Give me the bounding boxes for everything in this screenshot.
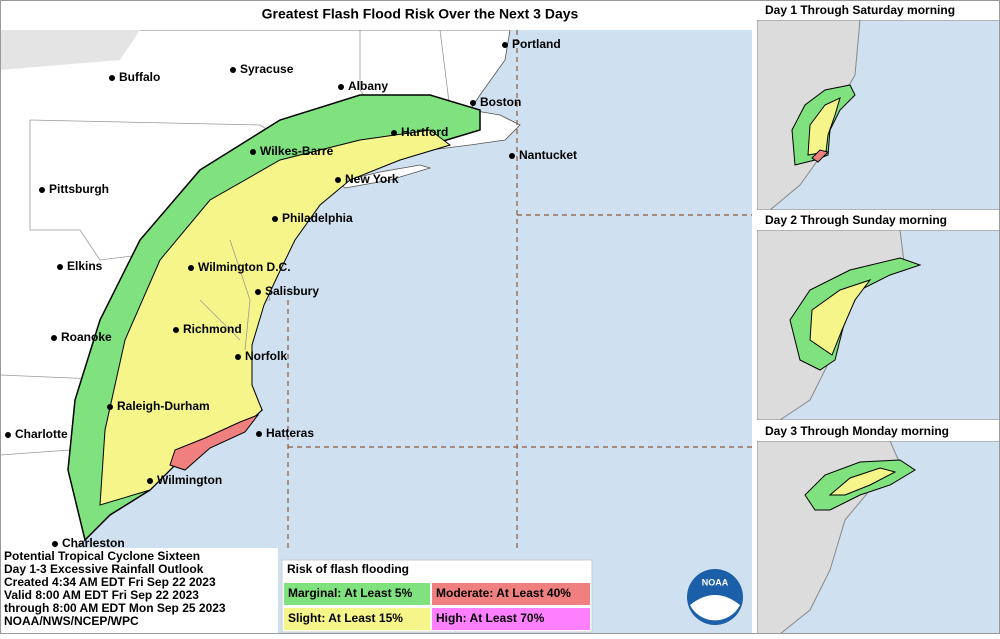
city-label: Richmond — [183, 322, 242, 336]
inset-title: Day 3 Through Monday morning — [765, 424, 949, 438]
city-label: Elkins — [67, 259, 103, 273]
legend-label: Slight: At Least 15% — [288, 611, 403, 625]
city-label: Nantucket — [519, 148, 577, 162]
city-label: Roanoke — [61, 330, 112, 344]
legend: Risk of flash flooding Marginal: At Leas… — [281, 559, 593, 633]
city-dot — [502, 42, 508, 48]
legend-swatch — [284, 608, 430, 630]
city-dot — [230, 67, 236, 73]
city-dot — [272, 216, 278, 222]
city-dot — [147, 478, 153, 484]
city-label: Portland — [512, 37, 561, 51]
city-label: New York — [345, 172, 399, 186]
city-dot — [109, 75, 115, 81]
info-line: NOAA/NWS/NCEP/WPC — [4, 614, 139, 628]
city-dot — [51, 335, 57, 341]
city-label: Syracuse — [240, 62, 294, 76]
city-dot — [57, 264, 63, 270]
city-label: Pittsburgh — [49, 182, 109, 196]
inset-title: Day 1 Through Saturday morning — [765, 3, 955, 17]
city-dot — [335, 177, 341, 183]
city-label: Wilkes-Barre — [260, 144, 334, 158]
city-label: Charlotte — [15, 427, 68, 441]
noaa-logo: NOAA — [687, 569, 743, 625]
city-dot — [39, 187, 45, 193]
city-dot — [5, 432, 11, 438]
city-label: Norfolk — [245, 349, 287, 363]
city-label: Philadelphia — [282, 211, 353, 225]
city-dot — [250, 149, 256, 155]
city-label: Wilmington D.C. — [198, 260, 291, 274]
legend-title: Risk of flash flooding — [287, 562, 409, 576]
inset-3 — [756, 440, 1000, 635]
main-map: Portland Buffalo Syracuse Albany Boston Hartf… — [0, 29, 752, 634]
city-label: Charleston — [62, 536, 125, 550]
info-line: Valid 8:00 AM EDT Fri Sep 22 2023 — [4, 588, 199, 602]
legend-label: Moderate: At Least 40% — [436, 586, 571, 600]
inset-2 — [756, 229, 1000, 421]
city-dot — [391, 130, 397, 136]
city-label: Hartford — [401, 125, 448, 139]
info-line: through 8:00 AM EDT Mon Sep 25 2023 — [4, 601, 226, 615]
legend-label: Marginal: At Least 5% — [288, 586, 413, 600]
city-dot — [338, 84, 344, 90]
city-dot — [255, 289, 261, 295]
title: Greatest Flash Flood Risk Over the Next … — [262, 6, 579, 22]
info-line: Day 1-3 Excessive Rainfall Outlook — [4, 562, 204, 576]
info-line: Potential Tropical Cyclone Sixteen — [4, 549, 200, 563]
city-dot — [188, 265, 194, 271]
city-dot — [256, 431, 262, 437]
legend-swatch — [432, 608, 590, 630]
info-line: Created 4:34 AM EDT Fri Sep 22 2023 — [4, 575, 216, 589]
legend-swatch — [284, 583, 430, 605]
city-label: Boston — [480, 95, 521, 109]
city-label: Albany — [348, 79, 388, 93]
city-label: Raleigh-Durham — [117, 399, 210, 413]
inset-title: Day 2 Through Sunday morning — [765, 213, 947, 227]
city-label: Hatteras — [266, 426, 314, 440]
inset-1 — [756, 19, 1000, 211]
city-label: Salisbury — [265, 284, 319, 298]
city-dot — [52, 541, 58, 547]
info-box — [0, 548, 278, 634]
city-label: Buffalo — [119, 70, 160, 84]
city-dot — [509, 153, 515, 159]
city-dot — [235, 354, 241, 360]
city-dot — [107, 404, 113, 410]
city-label: Wilmington — [157, 473, 222, 487]
logo-text: NOAA — [702, 577, 729, 587]
legend-swatch — [432, 583, 590, 605]
city-dot — [470, 100, 476, 106]
legend-label: High: At Least 70% — [436, 611, 545, 625]
city-dot — [173, 327, 179, 333]
